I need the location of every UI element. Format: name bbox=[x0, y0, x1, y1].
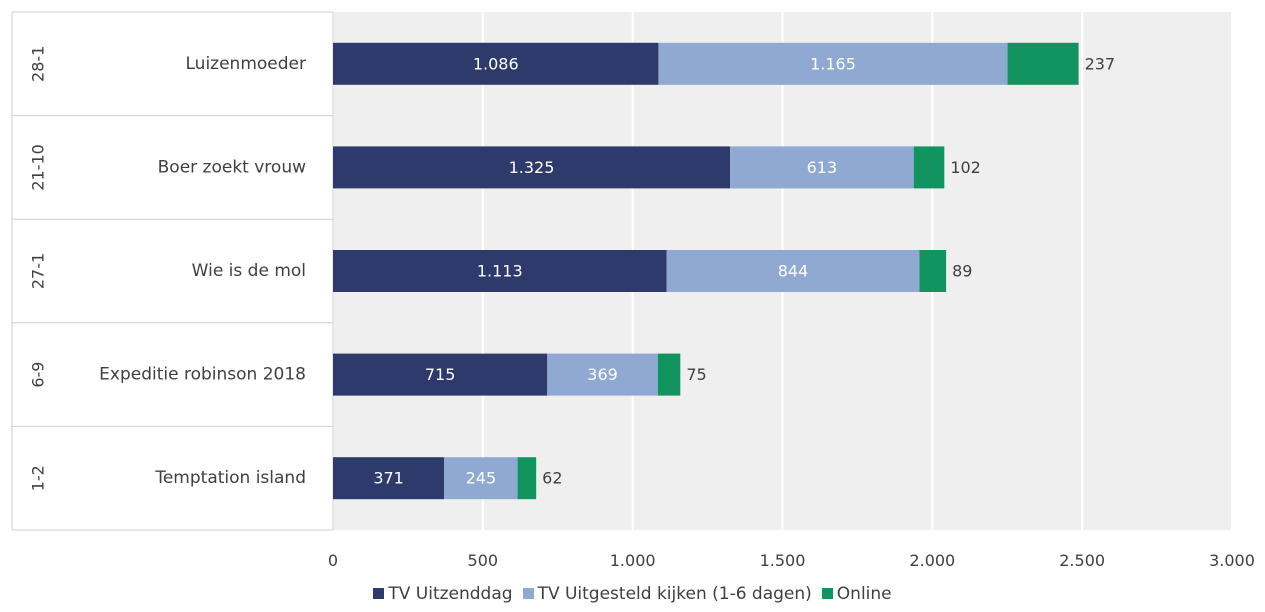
bar-segment bbox=[444, 457, 518, 500]
data-label: 613 bbox=[807, 158, 838, 177]
x-tick-label: 3.000 bbox=[1209, 551, 1255, 570]
category-label: Wie is de mol bbox=[192, 261, 306, 281]
bar-segment bbox=[1007, 42, 1079, 85]
group-label: 6-9 bbox=[29, 362, 48, 388]
data-label: 237 bbox=[1085, 54, 1116, 73]
category-label: Temptation island bbox=[154, 468, 306, 488]
group-label: 28-1 bbox=[29, 46, 48, 82]
legend-item: Online bbox=[821, 584, 892, 604]
chart-legend: TV Uitzenddag TV Uitgesteld kijken (1-6 d… bbox=[0, 584, 1265, 604]
bar-segment bbox=[333, 42, 659, 85]
data-label: 371 bbox=[373, 469, 404, 488]
data-label: 1.165 bbox=[810, 54, 856, 73]
x-tick-label: 1.500 bbox=[760, 551, 806, 570]
chart-svg: 28-1 Luizenmoeder 1.086 1.165 237 21-10 Boer z… bbox=[11, 11, 1255, 570]
category-label: Boer zoekt vrouw bbox=[158, 157, 306, 177]
legend-label: Online bbox=[836, 584, 892, 604]
data-label: 1.113 bbox=[477, 262, 523, 281]
data-label: 102 bbox=[950, 158, 981, 177]
data-label: 1.325 bbox=[509, 158, 555, 177]
bar-segment bbox=[657, 353, 681, 396]
bar-segment bbox=[517, 457, 537, 500]
x-tick-label: 500 bbox=[468, 551, 499, 570]
data-label: 844 bbox=[778, 262, 809, 281]
bar-segment bbox=[658, 42, 1008, 85]
legend-item: TV Uitzenddag bbox=[373, 584, 513, 604]
legend-label: TV Uitzenddag bbox=[388, 584, 513, 604]
x-tick-label: 2.000 bbox=[909, 551, 955, 570]
bar-segment bbox=[666, 250, 920, 292]
bar-segment bbox=[333, 250, 667, 292]
legend-swatch bbox=[821, 588, 833, 599]
bar-segment bbox=[547, 353, 658, 396]
x-tick-label: 1.000 bbox=[610, 551, 656, 570]
data-label: 245 bbox=[466, 469, 497, 488]
group-label: 27-1 bbox=[29, 253, 48, 289]
group-label: 21-10 bbox=[29, 144, 48, 191]
legend-label: TV Uitgesteld kijken (1-6 dagen) bbox=[537, 584, 812, 604]
bar-segment bbox=[730, 146, 914, 189]
x-tick-label: 2.500 bbox=[1059, 551, 1105, 570]
bar-segment bbox=[913, 146, 945, 189]
bar-segment bbox=[333, 457, 445, 500]
bar-segment bbox=[919, 250, 947, 292]
data-label: 75 bbox=[686, 365, 706, 384]
category-label: Luizenmoeder bbox=[186, 54, 307, 74]
data-label: 62 bbox=[542, 469, 562, 488]
data-label: 1.086 bbox=[473, 54, 519, 73]
bar-segment bbox=[333, 146, 731, 189]
data-label: 369 bbox=[587, 365, 618, 384]
group-label: 1-2 bbox=[29, 465, 48, 491]
legend-swatch bbox=[522, 588, 534, 599]
category-label: Expeditie robinson 2018 bbox=[99, 365, 306, 385]
legend-swatch bbox=[373, 588, 385, 599]
data-label: 715 bbox=[425, 365, 456, 384]
legend-item: TV Uitgesteld kijken (1-6 dagen) bbox=[522, 584, 812, 604]
x-tick-label: 0 bbox=[328, 551, 338, 570]
bar-segment bbox=[333, 353, 548, 396]
data-label: 89 bbox=[952, 262, 972, 281]
